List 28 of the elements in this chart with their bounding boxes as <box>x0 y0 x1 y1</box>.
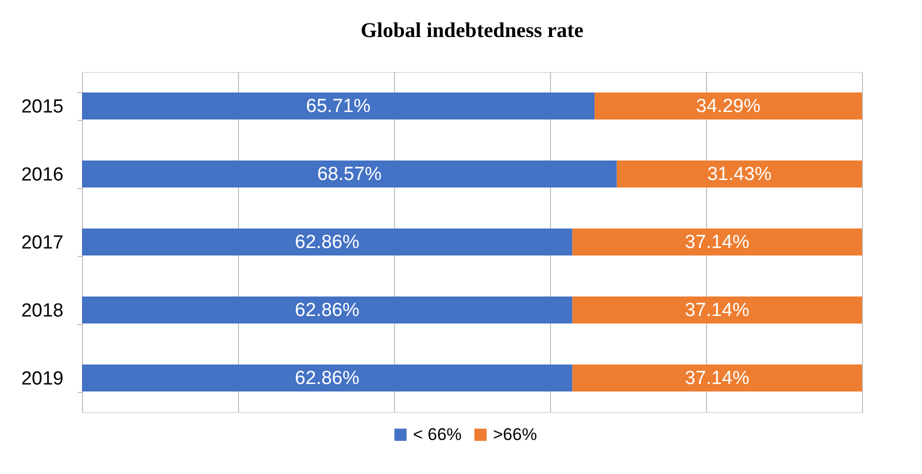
data-label: 34.29% <box>696 96 761 117</box>
bar <box>82 364 572 392</box>
bar <box>572 228 862 256</box>
data-label: 62.86% <box>294 368 360 389</box>
bar <box>572 296 862 324</box>
data-label: 37.14% <box>684 368 750 389</box>
data-label: 37.14% <box>684 300 750 321</box>
data-label: 62.86% <box>294 300 360 321</box>
data-label: 68.57% <box>317 164 382 185</box>
data-label: 31.43% <box>707 164 772 185</box>
y-tick-label: 2019 <box>21 368 64 390</box>
bar <box>82 228 572 256</box>
bar <box>82 160 617 188</box>
y-tick-label: 2015 <box>21 96 64 118</box>
bar <box>572 364 862 392</box>
bar <box>82 296 572 324</box>
data-label: 62.86% <box>294 232 360 253</box>
bar <box>616 160 862 188</box>
legend-label: >66% <box>493 424 537 444</box>
legend-label: < 66% <box>413 424 462 444</box>
data-label: 37.14% <box>684 232 750 253</box>
bar <box>82 92 595 120</box>
data-label: 65.71% <box>306 96 371 117</box>
y-tick-label: 2016 <box>21 164 64 186</box>
bar <box>594 92 862 120</box>
y-tick-label: 2018 <box>21 300 64 322</box>
y-tick-label: 2017 <box>21 232 64 254</box>
chart-title: Global indebtedness rate <box>360 18 584 42</box>
